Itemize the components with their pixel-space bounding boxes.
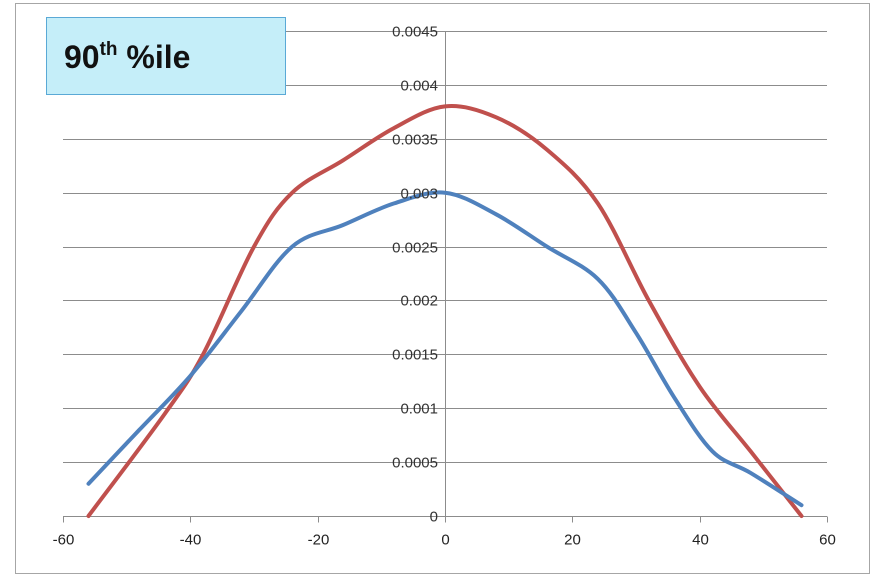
y-tick-label: 0.0025 [392, 240, 438, 257]
chart-title-box: 90th %ile [46, 17, 286, 95]
x-tick-label: -20 [308, 532, 330, 549]
chart-title-superscript: th [99, 39, 118, 60]
x-tick-label: 0 [441, 532, 449, 549]
x-tick-label: 40 [692, 532, 709, 549]
y-tick-label: 0.0015 [392, 347, 438, 364]
series-line-blue [86, 190, 804, 508]
y-tick-label: 0.0035 [392, 132, 438, 149]
x-tick-label: 60 [819, 532, 836, 549]
y-tick-label: 0.004 [400, 78, 438, 95]
x-tick-label: 20 [564, 532, 581, 549]
y-tick-label: 0.002 [400, 293, 438, 310]
series-line-red [86, 104, 804, 518]
y-tick-label: 0 [430, 509, 438, 526]
x-tick-label: -60 [53, 532, 75, 549]
y-tick-label: 0.0005 [392, 455, 438, 472]
y-tick-label: 0.003 [400, 186, 438, 203]
axis-layer [63, 31, 828, 523]
chart-title-suffix: %ile [117, 39, 191, 75]
label-layer: 0 0.0005 0.001 0.0015 0.002 0.0025 0.003 0.0035… [53, 24, 836, 549]
chart-frame [15, 3, 870, 574]
y-tick-label: 0.001 [400, 401, 438, 418]
series-layer [86, 104, 804, 518]
x-tick-label: -40 [180, 532, 202, 549]
chart-title-number: 90 [64, 39, 100, 75]
y-tick-label: 0.0045 [392, 24, 438, 41]
